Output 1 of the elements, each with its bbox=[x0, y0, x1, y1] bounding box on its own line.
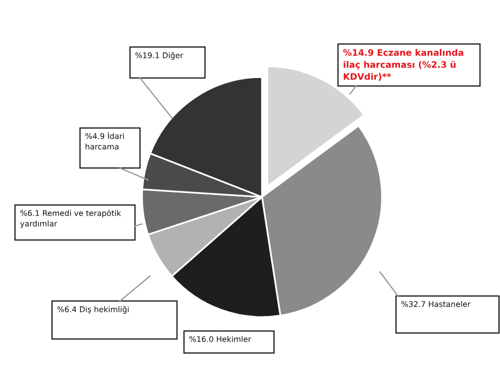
slice-label: %14.9 Eczane kanalında ilaç harcaması (%2.3 ü KDVdir)** bbox=[343, 49, 464, 81]
